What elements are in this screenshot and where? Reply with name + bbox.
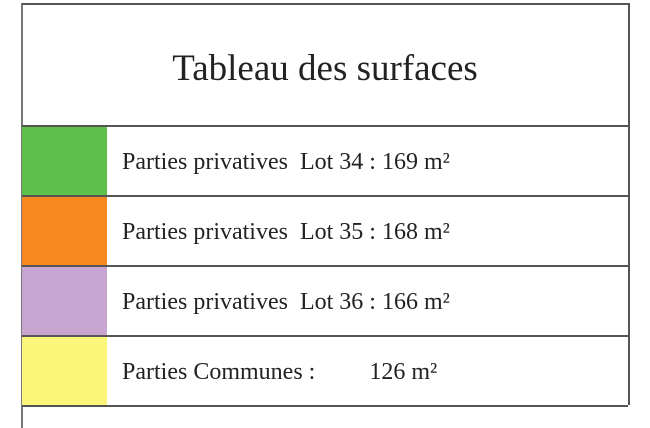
color-swatch xyxy=(22,127,107,197)
table-title: Tableau des surfaces xyxy=(172,47,478,89)
row-label: Parties privatives Lot 35 : 168 m² xyxy=(122,218,450,245)
row-label: Parties privatives Lot 36 : 166 m² xyxy=(122,288,450,315)
table-row: Parties privatives Lot 36 : 166 m² xyxy=(22,265,628,337)
row-label: Parties Communes : 126 m² xyxy=(122,358,438,385)
color-swatch xyxy=(22,337,107,407)
table-row: Parties privatives Lot 34 : 169 m² xyxy=(22,125,628,197)
table-row: Parties Communes : 126 m² xyxy=(22,335,628,407)
color-swatch xyxy=(22,197,107,267)
table-row: Parties privatives Lot 35 : 168 m² xyxy=(22,195,628,267)
table-bottom-border xyxy=(22,405,628,407)
surface-table: Tableau des surfaces Parties privatives … xyxy=(22,3,630,407)
row-label: Parties privatives Lot 34 : 169 m² xyxy=(122,148,450,175)
color-swatch xyxy=(22,267,107,337)
